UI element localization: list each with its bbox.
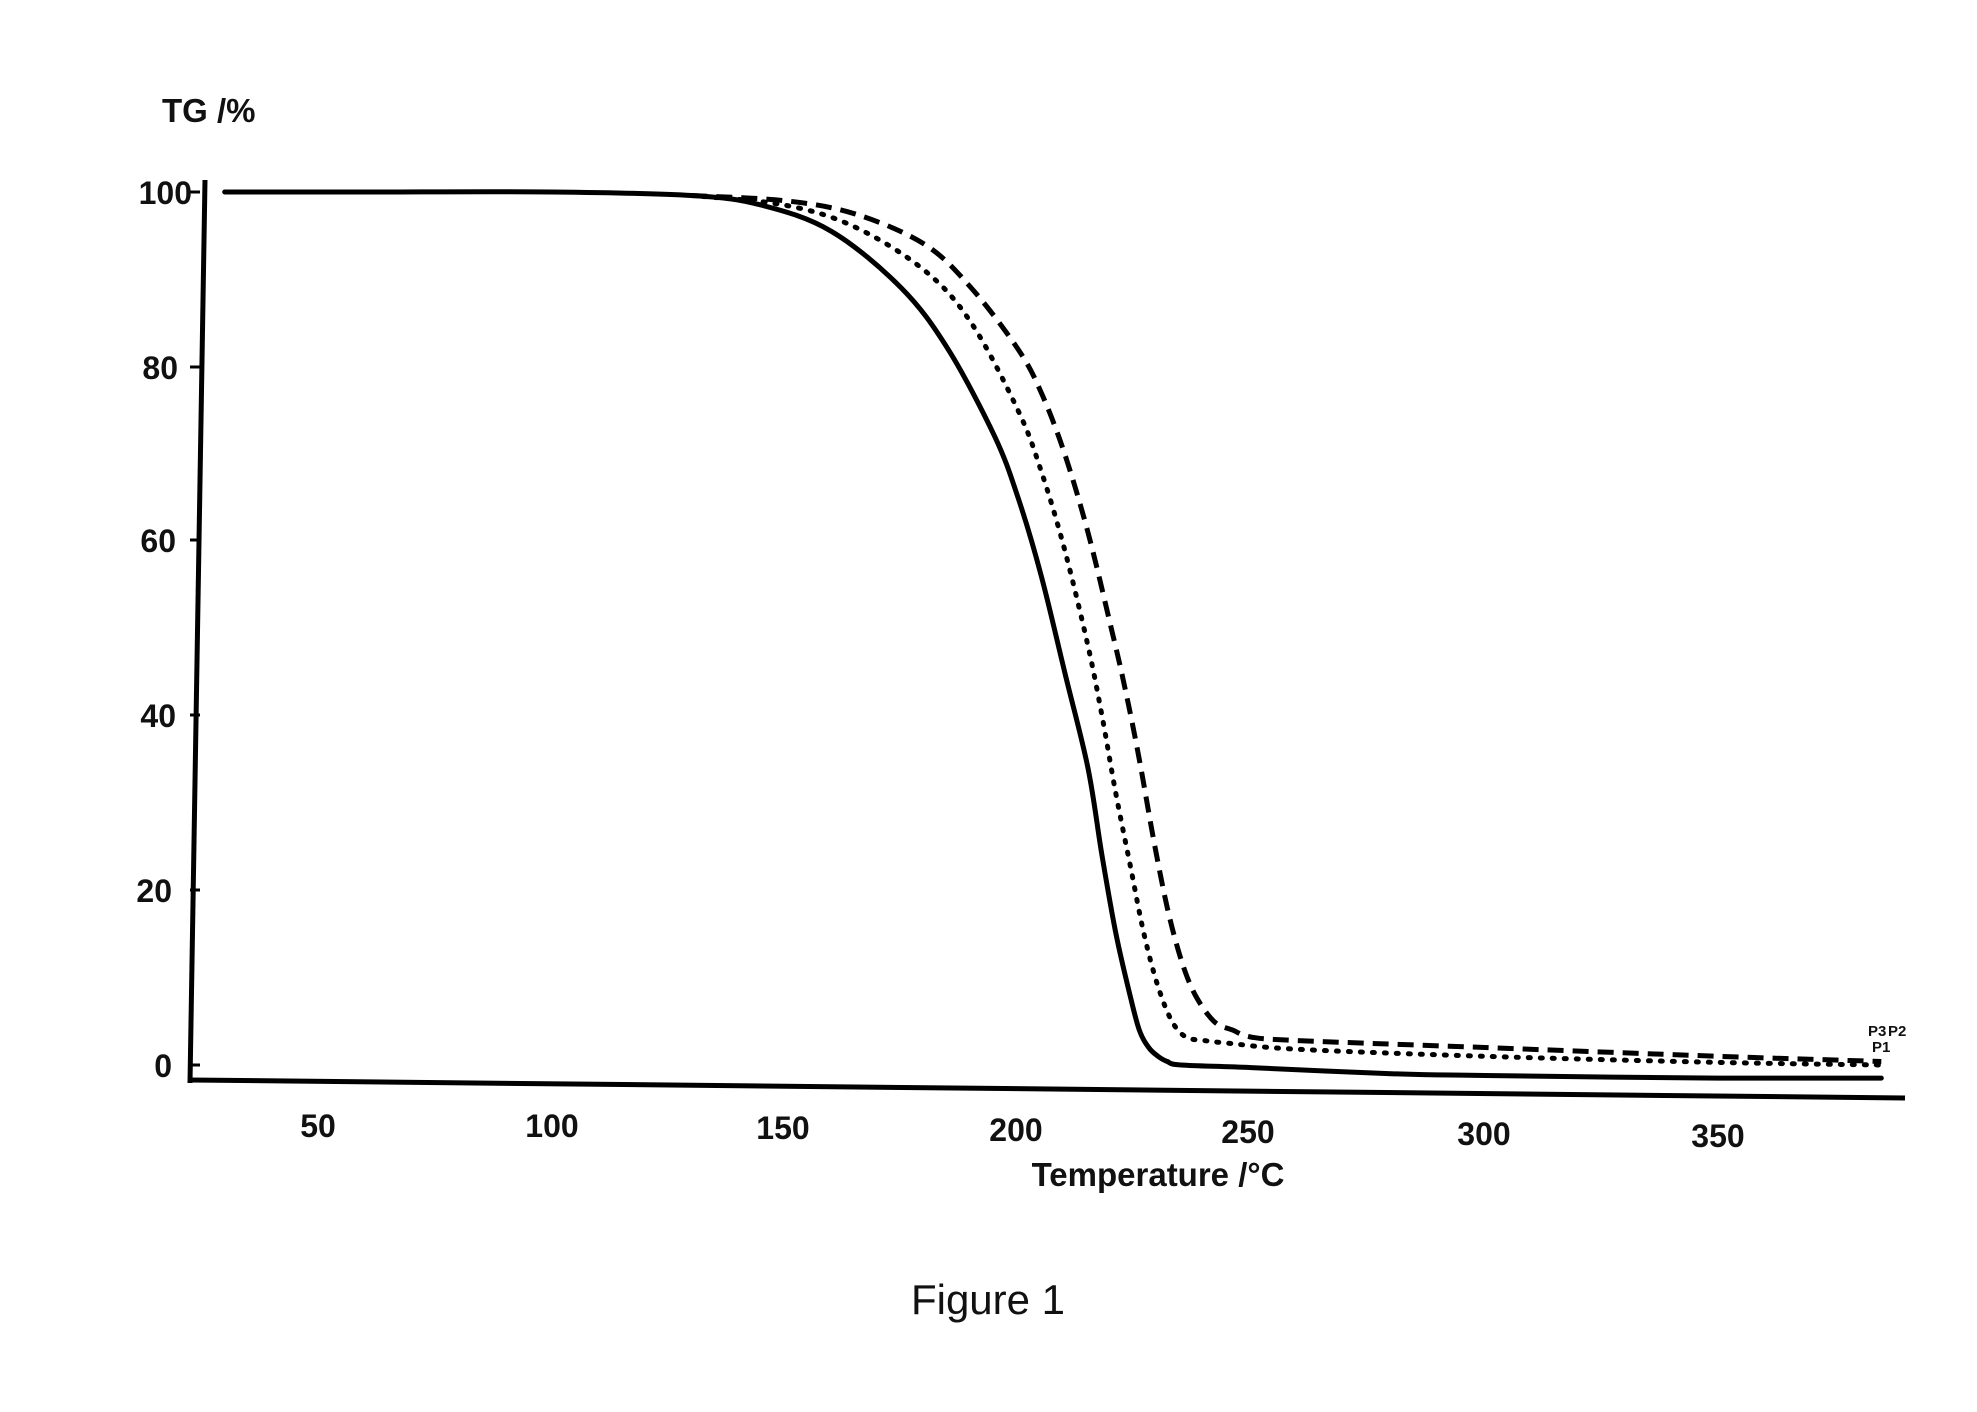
end-label-p1: P1 [1872,1039,1890,1056]
y-tick-label-20: 20 [136,873,172,909]
x-tick-label-200: 200 [989,1112,1042,1148]
y-tick-label-80: 80 [142,350,178,386]
series-line-solid [225,192,1882,1079]
series-line-dashed [691,196,1881,1062]
y-tick-label-40: 40 [140,698,176,734]
series-line-dotted [691,196,1881,1066]
x-tick-label-250: 250 [1221,1114,1274,1150]
x-tick-label-300: 300 [1457,1116,1510,1152]
x-tick-label-50: 50 [300,1108,336,1144]
figure-caption: Figure 1 [911,1276,1065,1323]
y-axis-title: TG /% [162,92,256,129]
y-axis-line [190,180,205,1083]
x-axis-title: Temperature /°C [1032,1156,1285,1193]
end-label-p3: P3 [1868,1023,1886,1040]
x-tick-label-150: 150 [756,1110,809,1146]
y-tick-label-60: 60 [140,523,176,559]
y-tick-label-0: 0 [154,1048,172,1084]
x-tick-label-350: 350 [1691,1118,1744,1154]
y-tick-label-100: 100 [139,175,192,211]
end-label-p2: P2 [1888,1023,1906,1040]
x-axis-line [190,1080,1905,1098]
x-tick-label-100: 100 [525,1108,578,1144]
